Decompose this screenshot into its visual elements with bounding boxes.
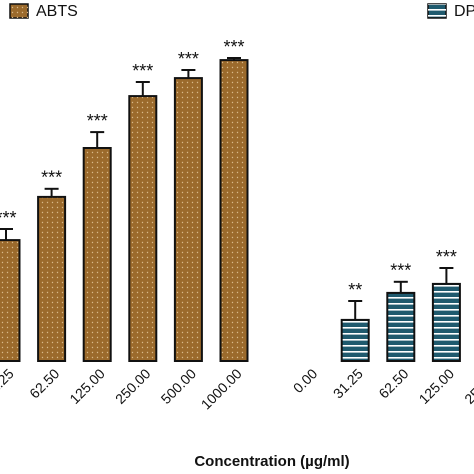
bar-pattern — [342, 320, 368, 360]
bar-pattern — [221, 61, 247, 360]
x-tick-label: 125.00 — [66, 365, 108, 407]
significance-label: *** — [41, 168, 62, 188]
significance-label: *** — [390, 261, 411, 281]
bar-pattern — [84, 149, 110, 360]
bar-pattern — [130, 97, 156, 360]
x-tick-label: 62.50 — [26, 365, 62, 401]
bar-pattern — [433, 284, 459, 360]
x-axis-title: Concentration (µg/ml) — [194, 453, 349, 470]
significance-label: ** — [348, 280, 362, 300]
legend-swatch-pattern — [10, 4, 28, 18]
legend-swatch-pattern — [428, 4, 446, 18]
bar-pattern — [0, 241, 19, 360]
significance-label: *** — [436, 247, 457, 267]
significance-label: *** — [0, 208, 17, 228]
x-tick-label: 0.00 — [290, 365, 321, 396]
legend-label: ABTS — [36, 3, 78, 20]
x-tick-label: 250.00 — [112, 365, 154, 407]
legend-label: DPPH — [454, 3, 474, 20]
bar-pattern — [388, 293, 414, 360]
significance-label: *** — [178, 49, 199, 69]
bar-pattern — [175, 79, 201, 360]
x-tick-label: 125.00 — [416, 365, 458, 407]
x-tick-label: 31.25 — [330, 365, 366, 401]
x-tick-label: 31.25 — [0, 365, 17, 401]
x-tick-label: 250.00 — [461, 365, 474, 407]
significance-label: *** — [132, 61, 153, 81]
significance-label: *** — [87, 111, 108, 131]
x-tick-label: 62.50 — [375, 365, 411, 401]
x-tick-label: 500.00 — [158, 365, 200, 407]
bar-pattern — [39, 197, 65, 360]
x-tick-label: 1000.00 — [198, 365, 245, 412]
significance-label: *** — [223, 37, 244, 57]
